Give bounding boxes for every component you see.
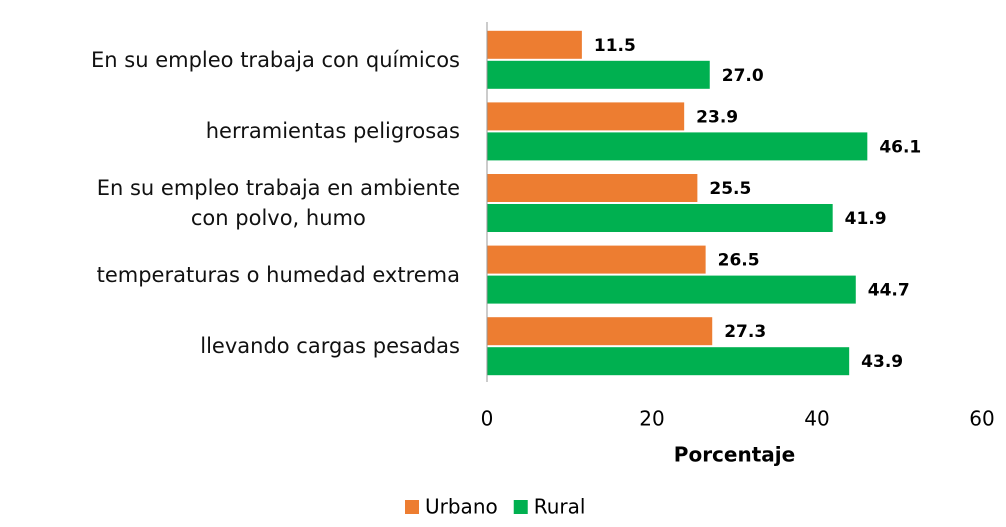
bar — [487, 60, 710, 89]
bar — [487, 204, 833, 232]
category-text: En su empleo trabaja con químicos — [91, 47, 460, 72]
x-axis-title: Porcentaje — [674, 443, 795, 467]
y-tick-label: En su empleo trabaja en ambiente con pol… — [0, 173, 460, 233]
value-label: 11.5 — [594, 36, 636, 56]
x-tick-label: 60 — [969, 407, 994, 431]
value-label: 44.7 — [868, 281, 910, 301]
bar — [487, 132, 868, 161]
legend-swatch — [405, 500, 419, 514]
bar — [487, 174, 698, 202]
value-label: 23.9 — [696, 107, 738, 127]
y-tick-label: temperaturas o humedad extrema — [0, 260, 460, 290]
y-tick-label: llevando cargas pesadas — [0, 331, 460, 361]
category-text: temperaturas o humedad extrema — [96, 262, 460, 287]
value-label: 26.5 — [718, 251, 760, 271]
y-tick-label: herramientas peligrosas — [0, 116, 460, 146]
legend-label: Urbano — [425, 495, 498, 519]
y-tick-label: En su empleo trabaja con químicos — [0, 45, 460, 75]
x-tick-label: 40 — [804, 407, 829, 431]
bar — [487, 317, 713, 346]
category-text: herramientas peligrosas — [205, 119, 460, 144]
category-text: En su empleo trabaja en ambiente con pol… — [96, 176, 460, 230]
category-text: llevando cargas pesadas — [200, 334, 460, 359]
x-tick-label: 20 — [639, 407, 664, 431]
bar — [487, 245, 706, 274]
value-label: 46.1 — [879, 137, 921, 157]
bar — [487, 30, 582, 59]
value-label: 43.9 — [861, 352, 903, 372]
legend-label: Rural — [534, 495, 586, 519]
bar — [487, 347, 850, 376]
value-label: 27.3 — [724, 322, 766, 342]
x-tick-label: 0 — [481, 407, 494, 431]
bar — [487, 275, 856, 304]
value-label: 25.5 — [709, 179, 751, 199]
value-label: 27.0 — [722, 66, 764, 86]
legend-swatch — [513, 500, 528, 514]
bar — [487, 102, 685, 131]
value-label: 41.9 — [845, 209, 887, 229]
